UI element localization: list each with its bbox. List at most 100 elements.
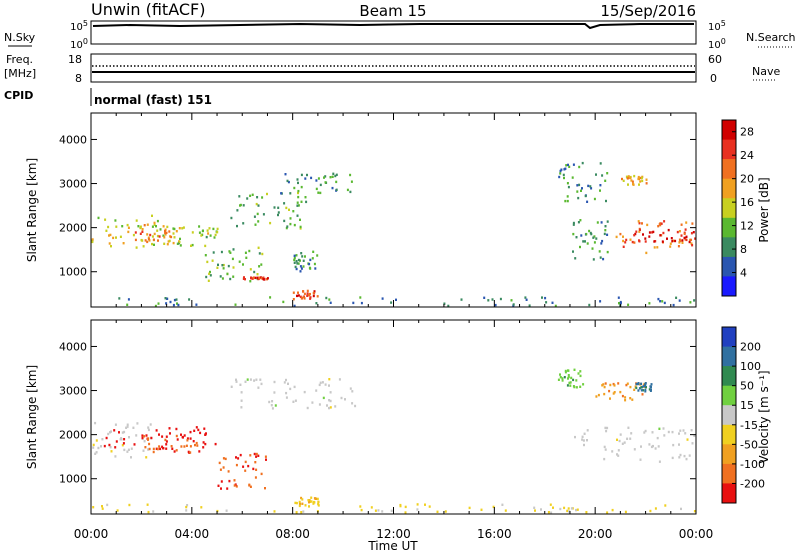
data-point	[91, 240, 94, 244]
x-tick-label: 20:00	[578, 527, 613, 541]
data-point	[324, 175, 327, 178]
data-point	[189, 445, 192, 448]
data-point	[244, 469, 247, 472]
beam-title: Beam 15	[359, 2, 426, 20]
data-point	[528, 304, 531, 307]
data-point	[244, 278, 246, 281]
data-point	[618, 302, 620, 305]
data-point	[287, 180, 290, 184]
data-point	[571, 176, 574, 179]
data-point	[270, 404, 273, 407]
colorbar-tick-label: 24	[740, 149, 754, 162]
data-point	[205, 235, 208, 239]
data-point	[609, 397, 611, 400]
data-point	[204, 442, 207, 446]
data-point	[321, 381, 324, 384]
data-point	[567, 374, 570, 377]
data-point	[637, 220, 640, 223]
data-point	[219, 468, 222, 471]
data-point	[127, 448, 130, 451]
data-point	[144, 446, 147, 449]
data-point	[257, 220, 260, 223]
data-point	[328, 298, 331, 301]
data-point	[198, 225, 201, 228]
data-point	[176, 438, 179, 441]
data-point	[629, 437, 632, 440]
data-point	[191, 231, 194, 234]
data-point	[566, 195, 569, 198]
data-point	[141, 434, 144, 437]
data-point	[250, 277, 253, 280]
data-point	[294, 265, 297, 269]
data-point	[638, 183, 640, 186]
data-point	[592, 236, 595, 239]
data-point	[686, 438, 689, 441]
data-point	[603, 232, 606, 236]
freq-left-tick-bottom: 8	[75, 72, 82, 85]
colorbar-tick-label: 100	[740, 360, 761, 373]
data-point	[156, 234, 159, 238]
data-point	[602, 257, 605, 261]
data-point	[153, 223, 156, 226]
data-point	[596, 221, 599, 224]
data-point	[635, 382, 638, 386]
data-point	[657, 297, 660, 301]
data-point	[217, 484, 220, 487]
data-point	[259, 378, 262, 381]
freq-right-tick-top: 60	[708, 53, 722, 66]
data-point	[630, 179, 633, 182]
power-y-ticks: 1000 2000 3000 4000	[59, 133, 696, 279]
data-point	[202, 446, 205, 449]
data-point	[150, 436, 153, 440]
data-point	[640, 386, 643, 389]
power-ylabel: Slant Range [km]	[25, 158, 39, 262]
data-point	[576, 184, 579, 187]
data-point	[573, 368, 576, 371]
data-point	[304, 177, 307, 180]
data-point	[583, 443, 585, 447]
data-point	[168, 239, 171, 243]
data-point	[110, 245, 112, 248]
colorbar-tick-label: -15	[740, 419, 758, 432]
data-point	[638, 239, 640, 242]
data-point	[684, 238, 687, 241]
data-point	[246, 378, 249, 381]
data-point	[153, 243, 155, 246]
data-point	[643, 431, 646, 434]
data-point	[645, 386, 647, 389]
data-point	[399, 503, 402, 507]
data-point	[648, 231, 651, 234]
data-point	[303, 297, 306, 300]
data-point	[260, 472, 263, 476]
data-point	[616, 438, 618, 441]
data-point	[101, 507, 104, 510]
data-point	[123, 448, 126, 452]
data-point	[678, 238, 681, 241]
data-point	[613, 384, 616, 387]
data-point	[329, 301, 332, 304]
data-point	[691, 442, 694, 445]
colorbar-swatch	[722, 276, 736, 297]
data-point	[242, 465, 245, 468]
data-point	[658, 427, 661, 430]
data-point	[335, 180, 338, 184]
data-point	[683, 454, 686, 458]
data-point	[416, 503, 419, 506]
data-point	[558, 175, 561, 179]
data-point	[690, 242, 693, 245]
data-point	[135, 219, 138, 222]
data-point	[416, 508, 419, 511]
data-point	[641, 393, 644, 396]
data-point	[118, 297, 121, 300]
data-point	[92, 443, 95, 447]
data-point	[599, 300, 602, 303]
data-point	[144, 239, 147, 242]
colorbar-tick-label: 4	[740, 267, 747, 280]
data-point	[559, 172, 562, 175]
colorbar-tick-label: 12	[740, 220, 754, 233]
data-point	[172, 303, 175, 307]
data-point	[202, 229, 204, 232]
data-point	[165, 440, 168, 443]
data-point	[524, 296, 527, 299]
nsky-label: N.Sky	[4, 31, 36, 44]
